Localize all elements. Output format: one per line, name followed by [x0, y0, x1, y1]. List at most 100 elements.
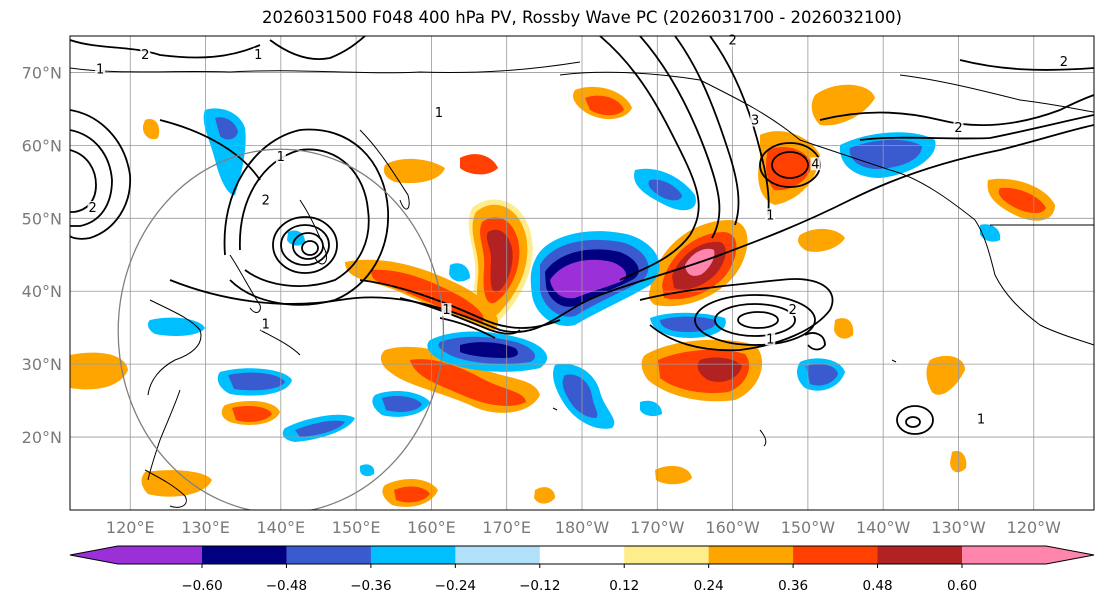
anomaly-positive: [697, 357, 742, 382]
anomaly-negative: [980, 224, 1001, 242]
colorbar-tick-label: −0.12: [519, 578, 560, 594]
coastlines: [70, 61, 1094, 508]
pv-contour: [819, 94, 1094, 127]
pv-contour: [639, 278, 834, 352]
pv-contour: [905, 416, 921, 428]
pv-contour-label: 1: [977, 412, 985, 427]
colorbar-outline: [69, 545, 1095, 565]
pv-contour: [896, 405, 934, 435]
pv-contour-label: 2: [954, 121, 962, 136]
anomaly-negative: [660, 316, 717, 332]
lon-tick-label: 160°E: [407, 518, 456, 537]
colorbar-segment: [877, 546, 963, 564]
lon-tick-label: 130°E: [181, 518, 230, 537]
map-title: 2026031500 F048 400 hPa PV, Rossby Wave …: [262, 8, 902, 27]
reference-circle-outline: [117, 148, 445, 510]
pv-contour-label: 1: [262, 318, 270, 333]
anomaly-positive: [460, 154, 498, 175]
pv-contour: [714, 303, 796, 337]
pv-contour: [359, 279, 561, 329]
anomaly-positive: [232, 406, 272, 422]
lat-tick-label: 20°N: [22, 428, 62, 447]
anomaly-positive: [585, 95, 624, 116]
anomaly-negative: [806, 364, 838, 386]
lon-tick-label: 130°W: [931, 518, 986, 537]
pv-contour: [272, 216, 338, 274]
anomaly-positive: [834, 318, 854, 339]
pv-contour: [737, 311, 779, 329]
pv-contour: [292, 232, 324, 260]
lon-tick-label: 150°W: [781, 518, 836, 537]
lat-tick-label: 30°N: [22, 355, 62, 374]
pv-contour-label: 2: [789, 303, 797, 318]
pv-contour: [959, 59, 1094, 71]
lat-tick-label: 60°N: [22, 136, 62, 155]
pv-contour-label: 2: [728, 33, 736, 48]
latitude-labels: 70°N 60°N 50°N 40°N 30°N 20°N: [22, 63, 62, 447]
anomaly-negative: [215, 117, 238, 140]
lon-tick-label: 120°W: [1007, 518, 1062, 537]
pv-contour-label: 2: [141, 48, 149, 63]
pv-contour: [280, 224, 330, 266]
lon-tick-label: 140°E: [256, 518, 305, 537]
anomaly-positive: [655, 465, 692, 485]
lon-tick-label: 170°E: [482, 518, 531, 537]
pv-contour: [599, 36, 700, 281]
lon-tick-label: 150°E: [332, 518, 381, 537]
anomaly-negative: [449, 263, 470, 282]
pv-contour: [674, 36, 740, 226]
pv-contour: [70, 129, 113, 227]
lon-tick-label: 160°W: [705, 518, 760, 537]
colorbar-segment: [202, 546, 287, 564]
anomaly-negative: [648, 179, 682, 201]
pv-contour-label: 2: [262, 194, 270, 209]
pv-contour: [709, 36, 770, 216]
map-frame: [69, 35, 1095, 511]
anomaly-negative: [562, 374, 598, 418]
colorbar-segment: [286, 546, 372, 564]
pv-contour: [70, 39, 261, 59]
colorbar-tick-label: 0.24: [694, 578, 724, 594]
pv-contour: [70, 109, 131, 240]
anomaly-positive: [383, 158, 445, 184]
pv-contour-label: 1: [435, 106, 443, 121]
pv-contour-label: 1: [96, 62, 104, 77]
colorbar-segment: [708, 546, 794, 564]
pv-contour: [859, 114, 1094, 141]
colorbar-tick-label: −0.60: [181, 578, 222, 594]
longitude-labels: 120°E 130°E 140°E 150°E 160°E 170°E 180°W 170°W…: [106, 518, 1061, 537]
anomaly-positive: [142, 119, 160, 140]
anomaly-positive: [70, 352, 128, 390]
anomaly-positive: [371, 269, 484, 322]
anomaly-positive: [394, 486, 430, 503]
pv-contour: [269, 36, 366, 60]
anomaly-negative: [640, 400, 662, 417]
map-gridlines: [70, 36, 1094, 510]
anomaly-negative: [849, 139, 922, 169]
anomaly-positive: [486, 229, 513, 293]
colorbar-tick-label: −0.24: [435, 578, 476, 594]
colorbar-segment: [539, 546, 625, 564]
lon-tick-label: 140°W: [856, 518, 911, 537]
colorbar-segment: [455, 546, 541, 564]
colorbar-segment: [624, 546, 710, 564]
pv-contour: [70, 149, 97, 213]
colorbar-tick-label: 0.60: [947, 578, 977, 594]
anomaly-negative: [295, 420, 345, 437]
colorbar-segment: [370, 546, 456, 564]
pv-anomaly-fill: [70, 84, 1055, 507]
pv-contour-label: 1: [442, 303, 450, 318]
anomaly-negative: [460, 342, 519, 358]
anomaly-positive: [141, 470, 212, 497]
anomaly-negative: [228, 372, 285, 391]
pv-contour: [399, 297, 521, 335]
lat-tick-label: 70°N: [22, 63, 62, 82]
pv-contours: [70, 36, 1094, 435]
anomaly-positive: [766, 146, 812, 191]
anomaly-positive: [534, 487, 555, 504]
anomaly-negative: [360, 464, 375, 477]
anomaly-negative: [382, 396, 422, 412]
pv-contour: [159, 119, 261, 181]
anomaly-positive: [811, 84, 875, 126]
lat-tick-label: 50°N: [22, 209, 62, 228]
